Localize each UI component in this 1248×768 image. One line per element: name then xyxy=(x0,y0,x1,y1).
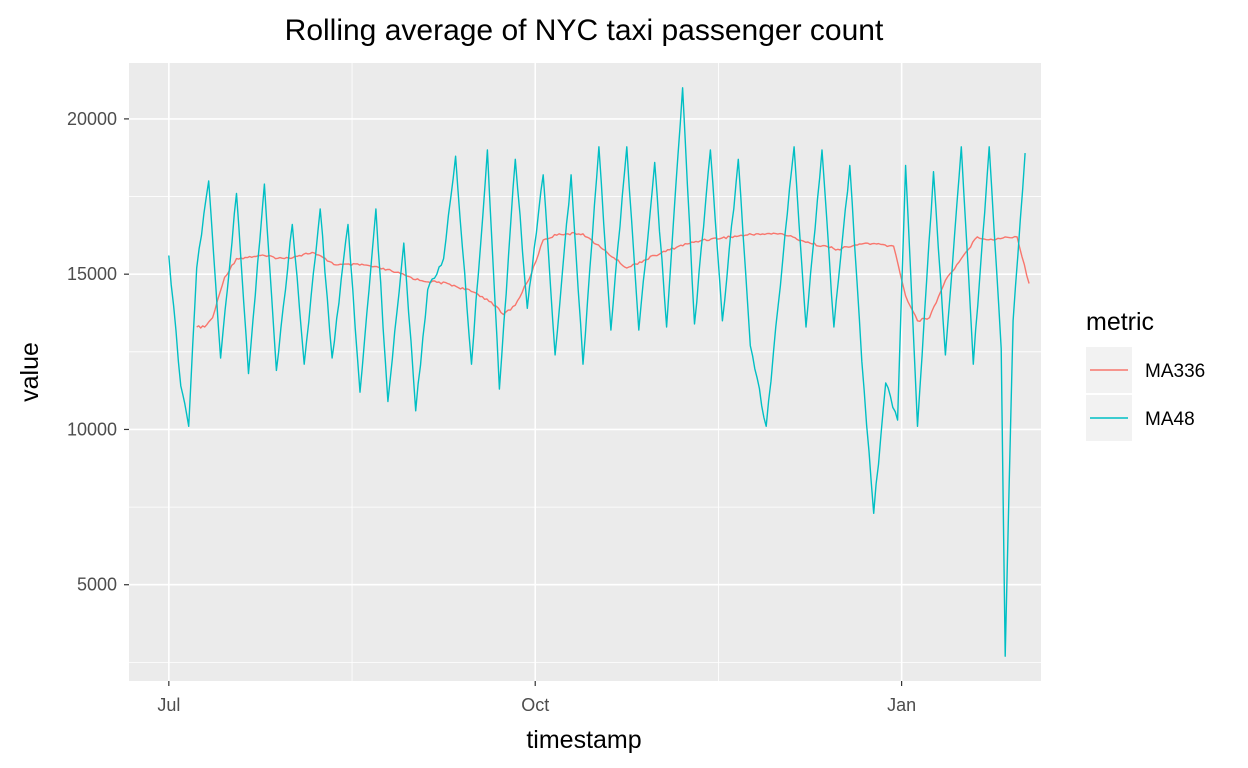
legend-label-ma48: MA48 xyxy=(1145,409,1195,430)
legend-entries: MA336 MA48 xyxy=(1086,347,1205,441)
chart-title: Rolling average of NYC taxi passenger co… xyxy=(285,14,884,47)
x-tick-label: Jan xyxy=(887,695,916,715)
y-axis-title: value xyxy=(16,342,44,402)
x-tick-label: Oct xyxy=(521,695,549,715)
y-tick-label: 5000 xyxy=(77,575,117,595)
x-axis-title: timestamp xyxy=(526,726,641,754)
y-tick-label: 10000 xyxy=(67,419,117,439)
legend-title: metric xyxy=(1086,308,1154,336)
y-tick-label: 15000 xyxy=(67,264,117,284)
x-tick-label: Jul xyxy=(157,695,180,715)
legend-label-ma336: MA336 xyxy=(1145,361,1205,382)
x-axis: Jul Oct Jan xyxy=(157,681,916,715)
y-tick-label: 20000 xyxy=(67,109,117,129)
y-axis: 5000 10000 15000 20000 xyxy=(67,109,129,595)
plot-panel xyxy=(129,63,1041,681)
legend: metric MA336 MA48 xyxy=(1086,308,1205,441)
